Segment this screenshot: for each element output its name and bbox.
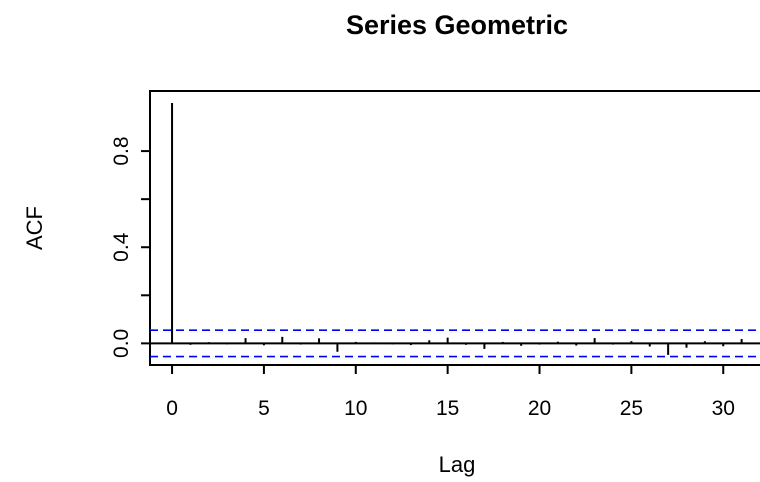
x-axis: 0 5 10 15 20 25 30	[166, 365, 735, 420]
x-tick-label-0: 0	[166, 397, 178, 420]
y-tick-label-2: 0.4	[110, 232, 133, 262]
x-tick-label-25: 25	[620, 397, 643, 420]
plot-border	[149, 90, 760, 366]
x-tick-label-15: 15	[436, 397, 459, 420]
y-axis-label: ACF	[22, 206, 47, 250]
x-tick-label-30: 30	[712, 397, 735, 420]
reference-lines	[150, 329, 760, 358]
x-tick-label-20: 20	[528, 397, 551, 420]
y-axis: 0.0 0.4 0.8	[110, 136, 150, 358]
y-tick-label-4: 0.8	[110, 136, 133, 165]
x-tick-label-5: 5	[258, 397, 270, 420]
acf-bars	[171, 103, 743, 355]
plot-frame	[149, 90, 760, 366]
y-tick-label-0: 0.0	[110, 329, 133, 358]
x-axis-label: Lag	[439, 452, 476, 477]
chart-title: Series Geometric	[346, 10, 568, 40]
x-tick-label-10: 10	[344, 397, 367, 420]
